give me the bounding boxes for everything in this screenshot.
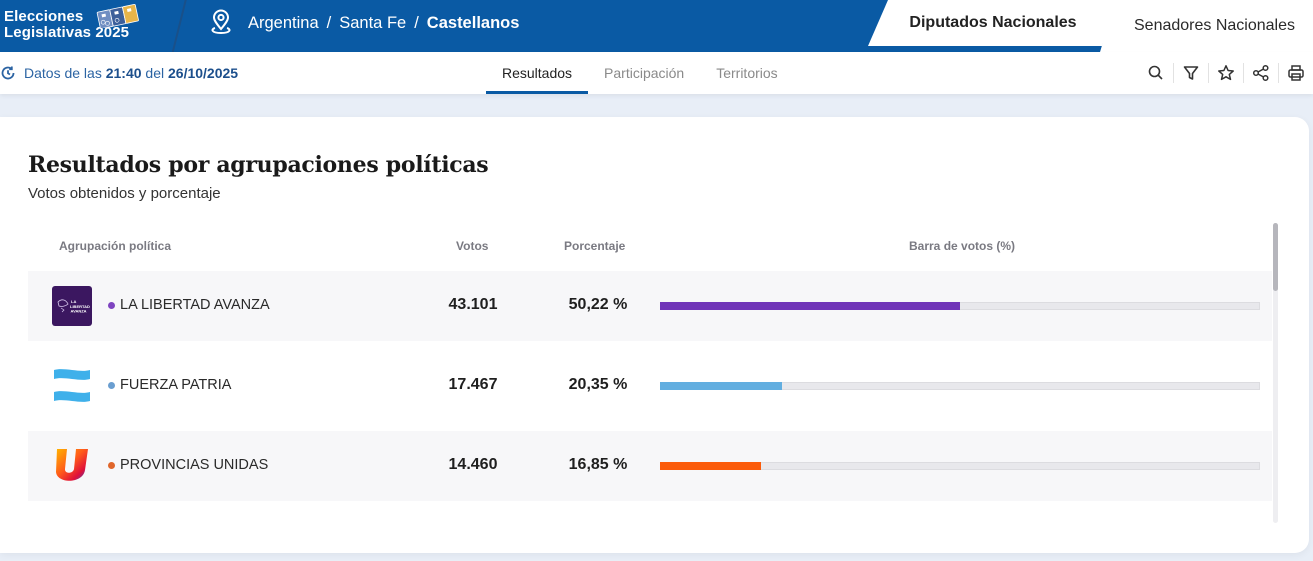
card-title: Resultados por agrupaciones políticas (28, 152, 489, 178)
fuerza-patria-logo (54, 369, 90, 402)
print-button[interactable] (1278, 63, 1313, 83)
column-header-percent: Porcentaje (564, 239, 626, 253)
favorite-button[interactable] (1208, 63, 1243, 83)
update-prefix: Datos de las (24, 65, 102, 81)
party-name: FUERZA PATRIA (108, 377, 231, 393)
star-icon (1218, 65, 1234, 81)
party-color-dot (108, 381, 115, 389)
table-row[interactable]: LA LIBERTAD AVANZA LA LIBERTAD AVANZA 43… (28, 271, 1272, 341)
party-name: LA LIBERTAD AVANZA (108, 297, 270, 313)
brand-line-2: Legislativas 2025 (4, 24, 130, 41)
breadcrumb: Argentina / Santa Fe / Castellanos (208, 9, 519, 37)
brand-title[interactable]: Elecciones Legislativas 2025 (4, 9, 129, 41)
chamber-tabs: Senadores Nacionales Diputados Nacionale… (868, 0, 1313, 52)
column-header-party: Agrupación política (59, 239, 172, 253)
filter-icon (1183, 66, 1199, 80)
svg-text:LA: LA (71, 299, 76, 304)
percent-value: 50,22 % (568, 296, 628, 313)
table-header: Agrupación política Votos Porcentaje Bar… (28, 239, 1272, 257)
update-date: 26/10/2025 (168, 65, 239, 81)
location-pin-icon (211, 9, 231, 35)
party-color-dot (108, 301, 115, 309)
breadcrumb-province[interactable]: Santa Fe (339, 13, 407, 32)
card-subtitle: Votos obtenidos y porcentaje (28, 185, 221, 202)
provincias-unidas-logo (56, 449, 88, 481)
tab-participacion[interactable]: Participación (604, 65, 685, 81)
search-icon (1148, 65, 1163, 80)
results-card: Resultados por agrupaciones políticas Vo… (0, 117, 1309, 553)
column-header-bar: Barra de votos (%) (909, 239, 1016, 253)
breadcrumb-separator: / (414, 13, 419, 32)
print-icon (1288, 65, 1304, 81)
table-row[interactable]: FUERZA PATRIA 17.467 20,35 % (28, 351, 1272, 421)
breadcrumb-department: Castellanos (426, 13, 520, 32)
votes-value: 14.460 (448, 456, 498, 473)
vote-bar-track (660, 302, 1260, 310)
column-header-votes: Votos (456, 239, 489, 253)
breadcrumb-country[interactable]: Argentina (248, 13, 319, 32)
vote-bar-fill (660, 382, 782, 390)
update-time: 21:40 (105, 65, 142, 81)
breadcrumb-separator: / (326, 13, 332, 32)
svg-text:LIBERTAD: LIBERTAD (70, 304, 90, 309)
party-label: LA LIBERTAD AVANZA (120, 297, 270, 313)
results-table: LA LIBERTAD AVANZA LA LIBERTAD AVANZA 43… (28, 271, 1272, 511)
la-libertad-avanza-logo: LA LIBERTAD AVANZA (52, 286, 92, 326)
vote-bar-fill (660, 302, 961, 310)
percent-value: 16,85 % (568, 456, 628, 473)
party-label: PROVINCIAS UNIDAS (120, 457, 269, 473)
votes-value: 43.101 (448, 296, 498, 313)
vote-bar-fill (660, 462, 761, 470)
tab-senadores-nacionales[interactable]: Senadores Nacionales (1100, 0, 1313, 52)
party-color-dot (108, 461, 115, 469)
table-row[interactable]: PROVINCIAS UNIDAS 14.460 16,85 % (28, 431, 1272, 501)
svg-text:AVANZA: AVANZA (71, 309, 87, 314)
data-timestamp: Datos de las 21:40 del 26/10/2025 (0, 65, 238, 81)
vote-bar-track (660, 462, 1260, 470)
table-scrollbar[interactable] (1273, 223, 1278, 523)
brand-line-1: Elecciones (4, 8, 84, 25)
toolbar-actions (1138, 63, 1313, 83)
tab-resultados[interactable]: Resultados (486, 52, 589, 94)
search-button[interactable] (1138, 63, 1173, 83)
percent-value: 20,35 % (568, 376, 628, 393)
scrollbar-thumb[interactable] (1273, 223, 1278, 291)
party-name: PROVINCIAS UNIDAS (108, 457, 268, 473)
share-icon (1252, 64, 1269, 82)
sub-toolbar: Datos de las 21:40 del 26/10/2025 Result… (0, 52, 1313, 94)
votes-value: 17.467 (448, 376, 498, 393)
refresh-clock-icon (1, 66, 15, 80)
party-label: FUERZA PATRIA (120, 377, 232, 393)
view-tabs: Resultados Participación Territorios (486, 52, 794, 94)
top-header: Elecciones Legislativas 2025 Argentina /… (0, 0, 1313, 52)
share-button[interactable] (1243, 63, 1278, 83)
ballot-cards-icon (96, 3, 139, 28)
update-mid: del (145, 65, 165, 81)
tab-territorios[interactable]: Territorios (716, 65, 778, 81)
vote-bar-track (660, 382, 1260, 390)
filter-button[interactable] (1173, 63, 1208, 83)
tab-diputados-nacionales[interactable]: Diputados Nacionales (868, 0, 1118, 46)
header-divider (170, 0, 188, 52)
